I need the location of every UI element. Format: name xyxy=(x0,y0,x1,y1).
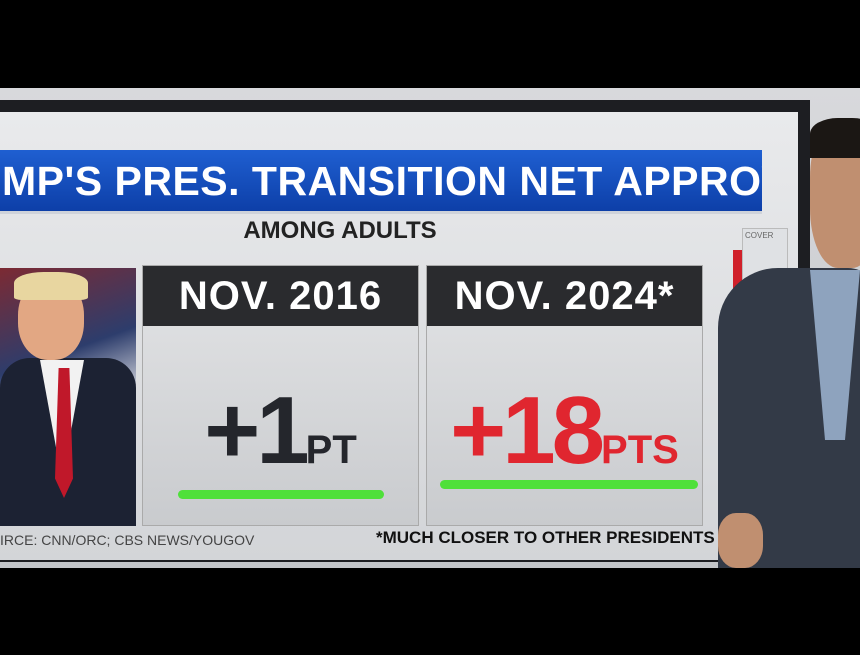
green-underline xyxy=(178,490,384,499)
graphic-title: MP'S PRES. TRANSITION NET APPROVAL xyxy=(0,150,762,214)
graphic-subtitle: AMONG ADULTS xyxy=(243,217,437,244)
source-text: IRCE: CNN/ORC; CBS NEWS/YOUGOV xyxy=(0,532,255,548)
footnote: *MUCH CLOSER TO OTHER PRESIDENTS xyxy=(376,528,715,547)
green-underline xyxy=(440,480,698,489)
presenter xyxy=(718,118,860,568)
net-approval-value: +1PT xyxy=(204,377,357,484)
panel-header: NOV. 2024* xyxy=(427,266,702,326)
president-photo xyxy=(0,268,136,526)
panel-header: NOV. 2016 xyxy=(143,266,418,326)
side-label: COVER xyxy=(745,231,774,240)
panel-2016: NOV. 2016 +1PT xyxy=(142,265,419,526)
net-approval-value: +18PTS xyxy=(450,377,679,484)
